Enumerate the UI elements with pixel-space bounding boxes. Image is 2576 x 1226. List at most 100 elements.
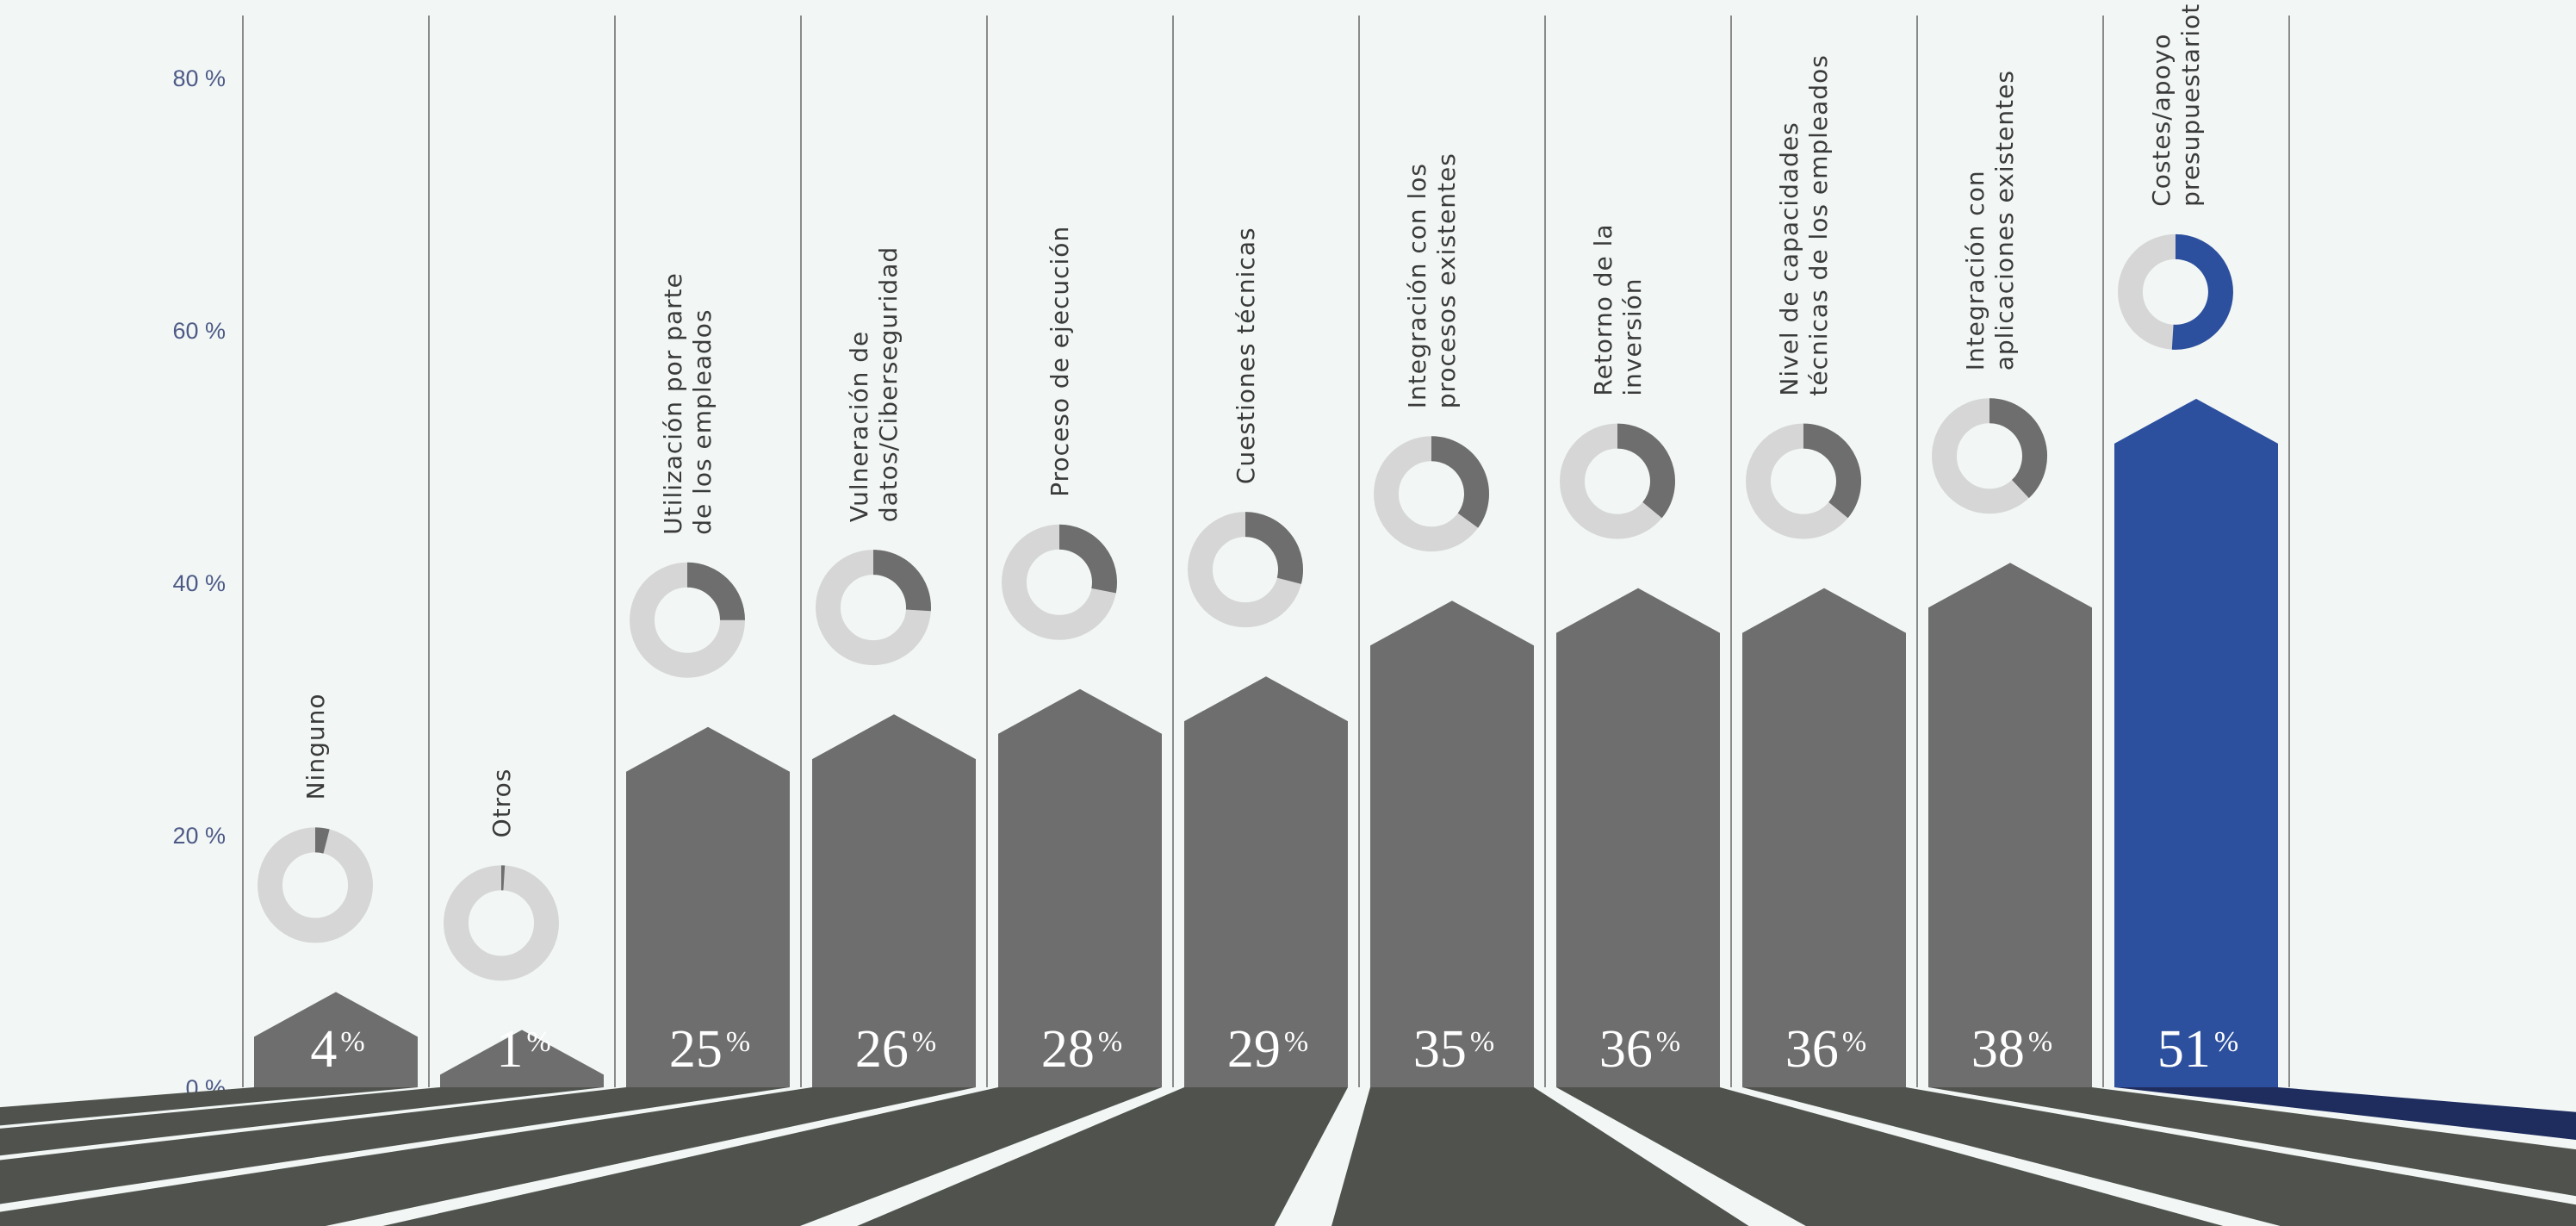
bar-base [0, 1087, 418, 1126]
category-label: inversión [1618, 278, 1647, 396]
value-label: 26% [855, 1020, 936, 1079]
donut-chart [258, 827, 373, 943]
donut-arc [314, 827, 330, 854]
donut-indicators [258, 233, 2233, 981]
bar-base [0, 1087, 790, 1204]
value-label: 25% [669, 1020, 750, 1079]
y-tick-label: 80 % [172, 65, 226, 91]
donut-arc [1431, 436, 1489, 528]
value-unit: % [726, 1026, 750, 1058]
bar [1928, 563, 2092, 1087]
value-label: 28% [1041, 1020, 1122, 1079]
donut-chart [1932, 398, 2047, 514]
value-number: 1 [496, 1020, 523, 1079]
category-label: procesos existentes [1432, 152, 1461, 408]
value-unit: % [2028, 1026, 2052, 1058]
category-label: datos/Ciberseguridad [874, 246, 903, 522]
value-unit: % [526, 1026, 550, 1058]
donut-arc [1617, 423, 1675, 519]
y-tick-label: 60 % [172, 318, 226, 344]
donut-arc [1989, 398, 2047, 499]
category-label: de los empleados [688, 309, 717, 535]
value-unit: % [1842, 1026, 1866, 1058]
bar [812, 714, 976, 1087]
category-label: Costes/apoyo [2147, 34, 2176, 207]
value-labels: 4% 1% 25% 26% 28% 29% 35% 36% 36% 38% 51% [310, 1020, 2238, 1079]
donut-arc [1803, 423, 1861, 519]
value-number: 29 [1227, 1020, 1281, 1079]
bar [2114, 398, 2278, 1088]
bar [254, 992, 418, 1087]
bar [1370, 601, 1534, 1087]
bar [1742, 588, 1906, 1087]
value-label: 29% [1227, 1020, 1308, 1079]
category-label: aplicaciones existentes [1990, 70, 2019, 370]
category-label: Integración con los [1403, 163, 1431, 408]
category-label: Retorno de la [1589, 223, 1617, 395]
y-axis: 0 %20 %40 %60 %80 % [172, 65, 226, 1101]
value-unit: % [340, 1026, 364, 1058]
value-label: 4% [310, 1020, 364, 1079]
bar-base [1556, 1087, 2224, 1226]
donut-chart [444, 865, 559, 981]
donut-chart [2118, 233, 2233, 350]
value-number: 25 [669, 1020, 723, 1079]
bar-base [1331, 1087, 1749, 1226]
donut-chart [1374, 436, 1489, 552]
value-unit: % [1470, 1026, 1494, 1058]
donut-chart [816, 550, 931, 666]
donut-chart [630, 562, 745, 678]
bar-base [1928, 1087, 2576, 1197]
value-label: 35% [1413, 1020, 1494, 1079]
value-number: 36 [1599, 1020, 1653, 1079]
donut-chart [1188, 512, 1303, 628]
bar-base [857, 1087, 1348, 1226]
bar-base [0, 1087, 604, 1156]
value-unit: % [1284, 1026, 1308, 1058]
donut-chart [1560, 423, 1675, 539]
value-number: 4 [310, 1020, 337, 1079]
value-label: 1% [496, 1020, 550, 1079]
value-number: 35 [1413, 1020, 1467, 1079]
value-unit: % [2214, 1026, 2238, 1058]
category-label: Vulneración de [845, 331, 873, 522]
value-label: 38% [1971, 1020, 2052, 1079]
donut-arc [1058, 524, 1117, 594]
value-unit: % [1098, 1026, 1122, 1058]
bar [626, 726, 790, 1087]
category-label: técnicas de los empleados [1804, 54, 1833, 395]
donut-arc [872, 550, 931, 612]
donut-track [444, 865, 559, 981]
donut-arc [2171, 233, 2233, 350]
value-number: 51 [2157, 1020, 2211, 1079]
bar-base [2114, 1087, 2576, 1141]
donut-arc [686, 562, 745, 621]
value-unit: % [912, 1026, 936, 1058]
category-labels: Ninguno Otros Utilización por parte de los … [301, 3, 2205, 838]
category-label: Ninguno [301, 694, 330, 800]
category-label: presupuestariot [2176, 3, 2205, 207]
category-label: Cuestiones técnicas [1232, 227, 1260, 484]
y-tick-label: 40 % [172, 570, 226, 596]
category-label: Proceso de ejecución [1046, 226, 1074, 497]
bar [1556, 588, 1720, 1087]
value-number: 36 [1785, 1020, 1839, 1079]
donut-track [258, 827, 373, 943]
category-label: Otros [487, 769, 516, 838]
donut-chart [1746, 423, 1861, 539]
value-unit: % [1656, 1026, 1680, 1058]
bar-base [0, 1087, 976, 1226]
column-dividers [242, 16, 2290, 1087]
category-label: Nivel de capacidades [1775, 121, 1803, 395]
category-label: Integración con [1961, 170, 1989, 370]
value-label: 36% [1599, 1020, 1680, 1079]
value-label: 36% [1785, 1020, 1866, 1079]
bar [440, 1030, 604, 1087]
bar [998, 688, 1162, 1087]
bar [1184, 676, 1348, 1087]
bars [254, 398, 2278, 1088]
donut-chart [1002, 524, 1117, 640]
bar-base [1742, 1087, 2576, 1226]
donut-arc [1245, 512, 1303, 584]
